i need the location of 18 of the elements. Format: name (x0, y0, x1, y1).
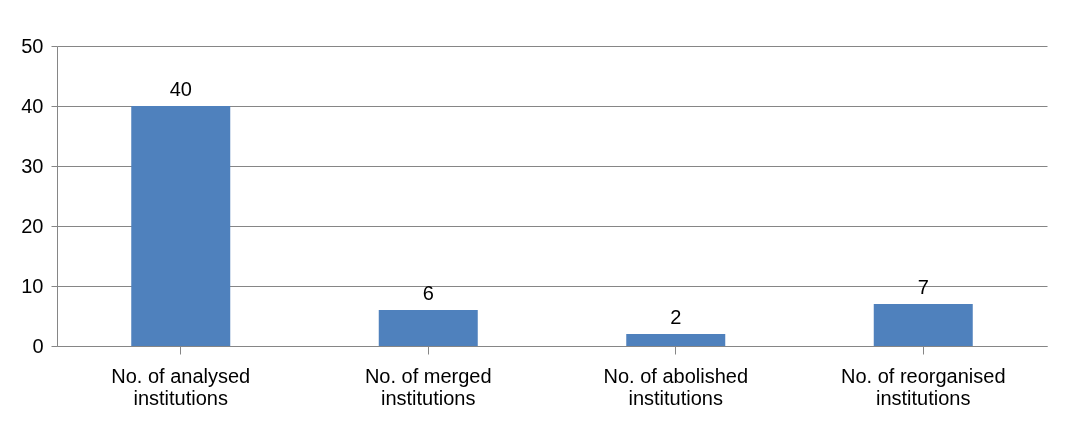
x-tick-label: No. of reorganised institutions (840, 364, 1006, 409)
data-label: 2 (670, 306, 682, 328)
x-tick-label: No. of analysed institutions (111, 364, 251, 409)
x-tick-label: No. of abolished institutions (603, 364, 749, 409)
y-tick-label: 20 (21, 214, 44, 237)
data-label: 7 (917, 276, 929, 298)
y-tick-label: 30 (21, 154, 44, 177)
y-tick-label: 40 (21, 94, 44, 117)
bar (378, 310, 478, 346)
y-tick-label: 0 (32, 334, 44, 357)
x-tick-label: No. of merged institutions (364, 364, 492, 409)
bar (131, 106, 231, 346)
bar (873, 304, 973, 346)
y-tick-label: 10 (21, 274, 44, 297)
y-tick-label: 50 (21, 34, 44, 57)
bar (626, 334, 726, 346)
data-label: 6 (422, 282, 434, 304)
data-label: 40 (169, 78, 192, 100)
